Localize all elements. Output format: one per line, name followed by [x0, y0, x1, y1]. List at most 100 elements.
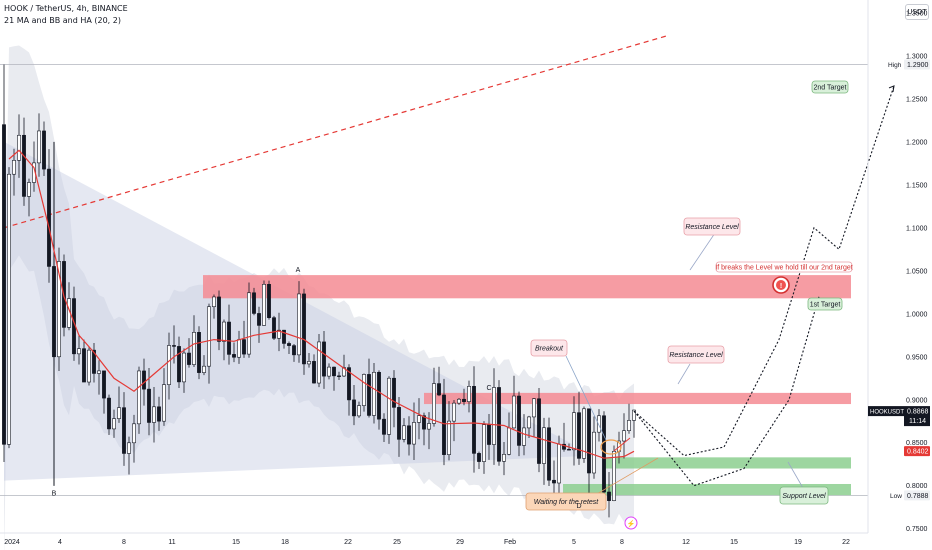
time-tick-label: 22: [842, 539, 850, 546]
candle-body: [497, 387, 501, 462]
price-tick-label: 0.7500: [906, 526, 928, 533]
price-tick-label: 1.2500: [906, 96, 928, 103]
candle-body: [122, 407, 126, 454]
high-value: 1.2900: [907, 62, 929, 69]
point-label-b: B: [52, 491, 57, 498]
ma-line: [8, 149, 635, 459]
candle-body: [92, 349, 96, 374]
time-tick-label: 15: [730, 539, 738, 546]
candle-body: [192, 332, 196, 365]
price-tick-label: 1.0000: [906, 311, 928, 318]
flash-icon[interactable]: [624, 516, 638, 530]
candle-body: [187, 352, 191, 365]
candle-body: [452, 402, 456, 422]
candle-body: [82, 348, 86, 383]
candle-body: [102, 370, 106, 399]
waiting-label: Waiting for the retest: [534, 499, 600, 506]
breakout-circle: [600, 439, 622, 455]
candle-body: [182, 352, 186, 383]
support-label: Support Level: [782, 493, 826, 500]
currency-button[interactable]: USDT: [905, 4, 929, 20]
candle-body: [17, 134, 21, 161]
candle-body: [302, 293, 306, 365]
candle-body: [247, 292, 251, 355]
support-zone-upper: [604, 457, 851, 469]
candle-body: [537, 398, 541, 464]
retest-pointer: [589, 457, 659, 499]
candle-body: [57, 261, 61, 358]
candle-body: [377, 371, 381, 420]
time-tick-label: 12: [682, 539, 690, 546]
candle-body: [217, 296, 221, 342]
candle-body: [567, 449, 571, 451]
breakout-pointer: [565, 355, 607, 441]
candle-body: [382, 418, 386, 435]
symbol-tag: [868, 406, 904, 417]
candle-body: [362, 374, 366, 406]
candle-body: [12, 160, 16, 175]
candle-body: [177, 346, 181, 383]
candle-body: [517, 395, 521, 446]
candle-body: [207, 306, 211, 367]
price-tick-label: 1.1500: [906, 182, 928, 189]
waiting-label-box: [525, 492, 607, 511]
candle-body: [432, 383, 436, 424]
candle-body: [7, 173, 11, 445]
candle-body: [487, 424, 491, 445]
price-tick-label: 1.3500: [906, 10, 928, 17]
candle-body: [137, 370, 141, 425]
time-tick-label: 22: [344, 539, 352, 546]
flash-glyph: ⚡: [627, 519, 636, 528]
candle-body: [492, 387, 496, 445]
candle-body: [417, 415, 421, 423]
candle-body: [387, 377, 391, 435]
price-tick-label: 1.2000: [906, 139, 928, 146]
resistance-lower-label: Resistance Level: [669, 352, 723, 359]
candle-body: [592, 431, 596, 474]
candle-body: [532, 398, 536, 418]
time-tick-label: 2024: [4, 539, 20, 546]
candle-body: [627, 420, 631, 431]
candle-body: [222, 321, 226, 342]
last-price: 0.8868: [907, 409, 929, 416]
price-tick-label: 0.8000: [906, 483, 928, 490]
candle-body: [87, 349, 91, 383]
candle-body: [2, 124, 6, 445]
candle-body: [287, 343, 291, 346]
dotted-path-1: [633, 85, 895, 457]
candle-body: [357, 405, 361, 417]
low-label: Low: [890, 493, 902, 500]
candle-body: [252, 292, 256, 314]
candle-body: [322, 341, 326, 377]
candle-body: [542, 427, 546, 464]
second-target-label: 2nd Target: [814, 85, 847, 92]
candle-body: [587, 408, 591, 474]
candle-body: [27, 182, 31, 197]
candle-body: [157, 406, 161, 422]
time-tick-label: 18: [281, 539, 289, 546]
time-tick-label: 15: [232, 539, 240, 546]
breakout-arrow: [613, 437, 631, 452]
target-arrow-head: [888, 85, 895, 93]
candle-body: [97, 370, 101, 374]
dashed-trend-line: [3, 34, 670, 229]
time-tick-label: Feb: [504, 539, 516, 546]
candle-body: [562, 443, 566, 450]
candle-body: [402, 425, 406, 440]
candle-body: [292, 345, 296, 356]
candle-body: [557, 443, 561, 484]
candle-body: [262, 284, 266, 326]
candle-body: [152, 406, 156, 423]
candle-body: [117, 407, 121, 419]
second-target-label-box: [811, 80, 849, 94]
ma-value-tag: [904, 446, 930, 457]
candle-body: [632, 409, 636, 421]
resistance-upper-label: Resistance Level: [685, 224, 739, 231]
ma-value: 0.8402: [907, 449, 929, 456]
time-tick-label: 5: [572, 539, 576, 546]
candle-body: [332, 366, 336, 377]
candle-body: [282, 329, 286, 344]
candle-body: [37, 130, 41, 164]
resistance-lower-label-box: [667, 345, 725, 364]
